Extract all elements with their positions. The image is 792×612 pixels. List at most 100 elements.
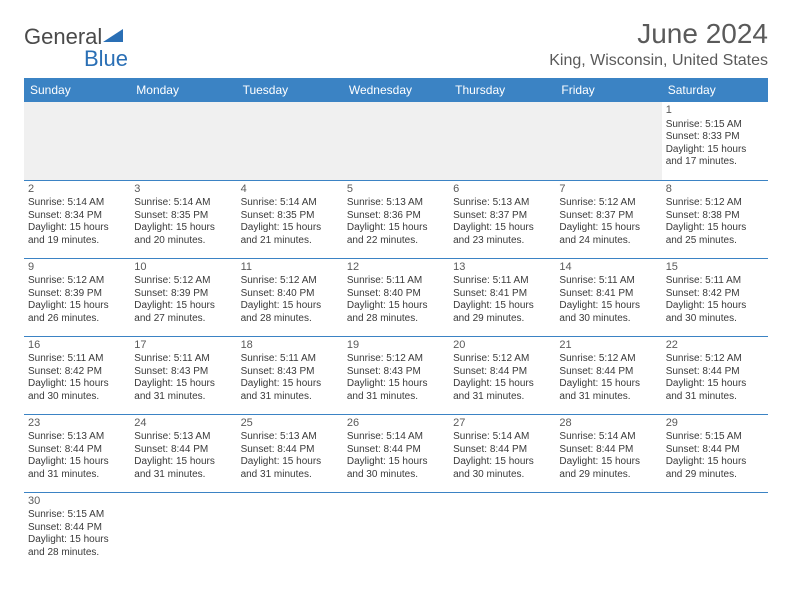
day-number: 24 xyxy=(134,417,232,431)
empty-cell xyxy=(449,492,555,570)
day-number: 2 xyxy=(28,183,126,197)
empty-cell xyxy=(237,102,343,180)
day-cell: 9Sunrise: 5:12 AMSunset: 8:39 PMDaylight… xyxy=(24,258,130,336)
sunrise-text: Sunrise: 5:14 AM xyxy=(134,197,232,210)
calendar-table: SundayMondayTuesdayWednesdayThursdayFrid… xyxy=(24,78,768,570)
sunrise-text: Sunrise: 5:13 AM xyxy=(453,197,551,210)
daylight1-text: Daylight: 15 hours xyxy=(28,378,126,391)
daylight1-text: Daylight: 15 hours xyxy=(453,456,551,469)
daylight1-text: Daylight: 15 hours xyxy=(559,378,657,391)
day-cell: 24Sunrise: 5:13 AMSunset: 8:44 PMDayligh… xyxy=(130,414,236,492)
sunrise-text: Sunrise: 5:11 AM xyxy=(134,353,232,366)
sunrise-text: Sunrise: 5:15 AM xyxy=(666,119,764,132)
daylight1-text: Daylight: 15 hours xyxy=(134,222,232,235)
sunset-text: Sunset: 8:44 PM xyxy=(666,366,764,379)
day-number: 11 xyxy=(241,261,339,275)
sunrise-text: Sunrise: 5:15 AM xyxy=(666,431,764,444)
sunrise-text: Sunrise: 5:11 AM xyxy=(347,275,445,288)
daylight2-text: and 17 minutes. xyxy=(666,156,764,169)
day-cell: 4Sunrise: 5:14 AMSunset: 8:35 PMDaylight… xyxy=(237,180,343,258)
day-cell: 6Sunrise: 5:13 AMSunset: 8:37 PMDaylight… xyxy=(449,180,555,258)
sunset-text: Sunset: 8:44 PM xyxy=(559,444,657,457)
sunrise-text: Sunrise: 5:12 AM xyxy=(453,353,551,366)
daylight1-text: Daylight: 15 hours xyxy=(241,222,339,235)
day-number: 1 xyxy=(666,104,764,118)
empty-cell xyxy=(662,492,768,570)
sunset-text: Sunset: 8:44 PM xyxy=(134,444,232,457)
sunset-text: Sunset: 8:44 PM xyxy=(453,366,551,379)
logo-text-blue: Blue xyxy=(84,46,128,71)
daylight1-text: Daylight: 15 hours xyxy=(347,300,445,313)
daylight1-text: Daylight: 15 hours xyxy=(453,378,551,391)
sunrise-text: Sunrise: 5:12 AM xyxy=(666,353,764,366)
day-cell: 5Sunrise: 5:13 AMSunset: 8:36 PMDaylight… xyxy=(343,180,449,258)
empty-cell xyxy=(130,102,236,180)
day-number: 9 xyxy=(28,261,126,275)
day-number: 17 xyxy=(134,339,232,353)
daylight1-text: Daylight: 15 hours xyxy=(666,144,764,157)
sunset-text: Sunset: 8:44 PM xyxy=(241,444,339,457)
day-header-saturday: Saturday xyxy=(662,78,768,102)
daylight2-text: and 31 minutes. xyxy=(241,469,339,482)
day-cell: 19Sunrise: 5:12 AMSunset: 8:43 PMDayligh… xyxy=(343,336,449,414)
day-header-thursday: Thursday xyxy=(449,78,555,102)
daylight1-text: Daylight: 15 hours xyxy=(241,456,339,469)
sunset-text: Sunset: 8:44 PM xyxy=(28,522,126,535)
daylight1-text: Daylight: 15 hours xyxy=(559,222,657,235)
logo-sail-icon xyxy=(103,29,125,47)
calendar-body: 1Sunrise: 5:15 AMSunset: 8:33 PMDaylight… xyxy=(24,102,768,570)
day-number: 25 xyxy=(241,417,339,431)
day-number: 18 xyxy=(241,339,339,353)
sunset-text: Sunset: 8:44 PM xyxy=(453,444,551,457)
daylight2-text: and 22 minutes. xyxy=(347,235,445,248)
daylight2-text: and 27 minutes. xyxy=(134,313,232,326)
sunrise-text: Sunrise: 5:11 AM xyxy=(453,275,551,288)
empty-cell xyxy=(555,102,661,180)
day-cell: 14Sunrise: 5:11 AMSunset: 8:41 PMDayligh… xyxy=(555,258,661,336)
daylight1-text: Daylight: 15 hours xyxy=(134,456,232,469)
sunset-text: Sunset: 8:43 PM xyxy=(134,366,232,379)
daylight2-text: and 29 minutes. xyxy=(453,313,551,326)
daylight1-text: Daylight: 15 hours xyxy=(28,300,126,313)
day-cell: 22Sunrise: 5:12 AMSunset: 8:44 PMDayligh… xyxy=(662,336,768,414)
day-cell: 20Sunrise: 5:12 AMSunset: 8:44 PMDayligh… xyxy=(449,336,555,414)
day-cell: 26Sunrise: 5:14 AMSunset: 8:44 PMDayligh… xyxy=(343,414,449,492)
day-cell: 18Sunrise: 5:11 AMSunset: 8:43 PMDayligh… xyxy=(237,336,343,414)
sunrise-text: Sunrise: 5:12 AM xyxy=(559,353,657,366)
day-cell: 23Sunrise: 5:13 AMSunset: 8:44 PMDayligh… xyxy=(24,414,130,492)
daylight1-text: Daylight: 15 hours xyxy=(559,300,657,313)
day-cell: 16Sunrise: 5:11 AMSunset: 8:42 PMDayligh… xyxy=(24,336,130,414)
daylight2-text: and 29 minutes. xyxy=(559,469,657,482)
month-title: June 2024 xyxy=(549,18,768,50)
daylight2-text: and 31 minutes. xyxy=(134,391,232,404)
sunrise-text: Sunrise: 5:12 AM xyxy=(347,353,445,366)
sunset-text: Sunset: 8:35 PM xyxy=(241,210,339,223)
day-cell: 8Sunrise: 5:12 AMSunset: 8:38 PMDaylight… xyxy=(662,180,768,258)
sunrise-text: Sunrise: 5:12 AM xyxy=(559,197,657,210)
sunset-text: Sunset: 8:43 PM xyxy=(241,366,339,379)
empty-cell xyxy=(237,492,343,570)
daylight1-text: Daylight: 15 hours xyxy=(666,222,764,235)
sunrise-text: Sunrise: 5:14 AM xyxy=(559,431,657,444)
sunrise-text: Sunrise: 5:12 AM xyxy=(666,197,764,210)
week-row: 16Sunrise: 5:11 AMSunset: 8:42 PMDayligh… xyxy=(24,336,768,414)
day-number: 7 xyxy=(559,183,657,197)
day-number: 6 xyxy=(453,183,551,197)
day-header-row: SundayMondayTuesdayWednesdayThursdayFrid… xyxy=(24,78,768,102)
day-cell: 15Sunrise: 5:11 AMSunset: 8:42 PMDayligh… xyxy=(662,258,768,336)
sunrise-text: Sunrise: 5:14 AM xyxy=(28,197,126,210)
sunset-text: Sunset: 8:43 PM xyxy=(347,366,445,379)
empty-cell xyxy=(24,102,130,180)
daylight1-text: Daylight: 15 hours xyxy=(666,456,764,469)
sunrise-text: Sunrise: 5:14 AM xyxy=(241,197,339,210)
daylight2-text: and 30 minutes. xyxy=(28,391,126,404)
day-number: 14 xyxy=(559,261,657,275)
day-cell: 3Sunrise: 5:14 AMSunset: 8:35 PMDaylight… xyxy=(130,180,236,258)
empty-cell xyxy=(343,102,449,180)
daylight1-text: Daylight: 15 hours xyxy=(28,456,126,469)
day-number: 12 xyxy=(347,261,445,275)
day-number: 13 xyxy=(453,261,551,275)
sunset-text: Sunset: 8:44 PM xyxy=(666,444,764,457)
empty-cell xyxy=(449,102,555,180)
day-number: 30 xyxy=(28,495,126,509)
